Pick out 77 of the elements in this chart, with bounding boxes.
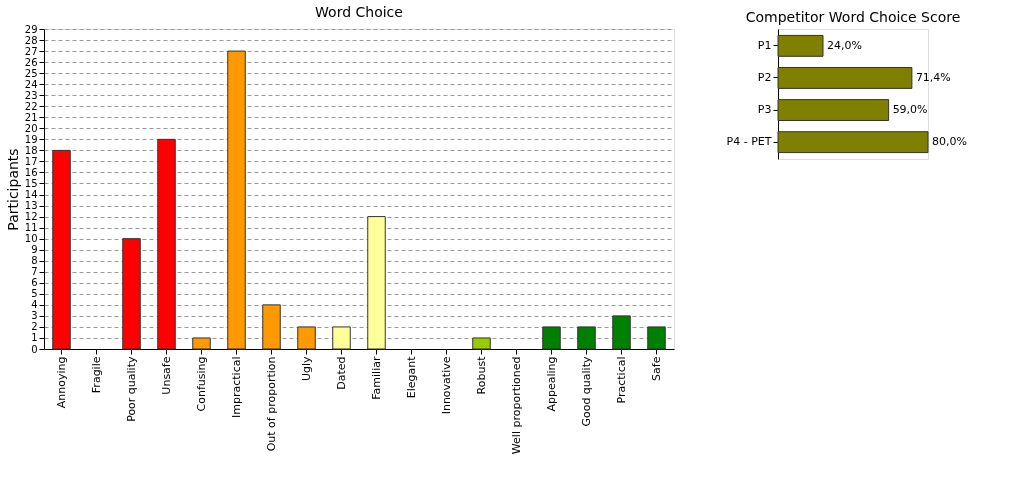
x-tick-label: Familiar (369, 356, 383, 400)
y-tick-label: 10 (24, 233, 38, 245)
y-tick-label: 14 (24, 189, 38, 201)
x-tick-label: Robust (474, 355, 488, 395)
bar (332, 326, 351, 350)
y-tick-label: 11 (24, 222, 38, 234)
y-tick-label: 4 (31, 299, 38, 311)
bar (297, 326, 316, 350)
y-tick-label: P4 - PET (726, 135, 772, 149)
bar (192, 337, 211, 350)
bar (122, 238, 141, 350)
y-tick-label: 12 (24, 211, 38, 223)
y-tick-label: 28 (24, 34, 38, 46)
y-tick-label: 3 (31, 310, 38, 322)
x-tick-label: Appealing (544, 356, 558, 412)
x-tick-label: Unsafe (159, 356, 173, 395)
y-tick-label: 23 (24, 89, 38, 101)
y-tick-label: 21 (24, 111, 38, 123)
x-tick-label: Ugly (299, 356, 313, 382)
bar (777, 34, 824, 57)
y-axis-title: Participants (4, 148, 21, 231)
y-tick-label: 16 (24, 166, 38, 178)
y-tick-label: 5 (31, 288, 38, 300)
y-tick-label: 18 (24, 144, 38, 156)
y-tick-label: 9 (31, 244, 38, 256)
chart-title: Competitor Word Choice Score (745, 9, 961, 25)
y-tick-label: 20 (24, 122, 38, 134)
x-tick-label: Confusing (194, 356, 208, 412)
bar (777, 131, 929, 154)
y-tick-label: 19 (24, 133, 38, 145)
y-tick-label: 6 (31, 277, 38, 289)
y-tick-label: 22 (24, 100, 38, 112)
y-tick-label: 8 (31, 255, 38, 267)
y-tick-label: 17 (24, 155, 38, 167)
y-tick-label: 29 (24, 23, 38, 35)
bar (777, 67, 913, 89)
y-tick-label: 27 (24, 45, 38, 57)
bar (227, 50, 246, 350)
data-label: 59,0% (892, 103, 928, 117)
x-tick-label: Poor quality (124, 356, 138, 422)
y-tick-label: 26 (24, 56, 38, 68)
y-tick-label: 15 (24, 177, 38, 189)
y-tick-label: 0 (31, 343, 38, 355)
bar (542, 326, 561, 350)
bar (612, 315, 631, 350)
y-tick-label: 7 (31, 266, 38, 278)
bar (262, 304, 281, 350)
x-tick-label: Impractical (229, 356, 243, 418)
x-tick-label: Well proportioned (509, 356, 523, 455)
y-tick-label: 24 (24, 78, 38, 90)
bar (52, 149, 71, 350)
data-label: 80,0% (932, 135, 967, 149)
bar (647, 326, 666, 350)
y-tick-label: 2 (31, 321, 38, 333)
y-tick-label: P2 (757, 70, 772, 84)
x-tick-label: Safe (649, 356, 663, 381)
y-tick-label: P1 (757, 38, 772, 52)
data-label: 71,4% (915, 70, 951, 84)
x-tick-label: Fragile (89, 356, 103, 394)
y-tick-label: 25 (24, 67, 38, 79)
x-tick-label: Practical (614, 356, 628, 404)
bar (577, 326, 596, 350)
y-tick-label: P3 (757, 103, 772, 117)
bar (367, 216, 386, 350)
x-tick-label: Annoying (54, 356, 68, 409)
x-tick-label: Innovative (439, 356, 453, 415)
x-tick-label: Out of proportion (264, 356, 278, 452)
chart-title: Word Choice (315, 4, 403, 20)
bar (157, 138, 176, 350)
data-label: 24,0% (827, 38, 862, 52)
y-tick-label: 1 (31, 332, 38, 344)
x-tick-label: Dated (334, 356, 348, 390)
bar (472, 337, 491, 350)
y-tick-label: 13 (24, 200, 38, 212)
x-tick-label: Elegant (404, 355, 418, 399)
bar (777, 99, 890, 121)
x-tick-label: Good quality (579, 356, 593, 427)
